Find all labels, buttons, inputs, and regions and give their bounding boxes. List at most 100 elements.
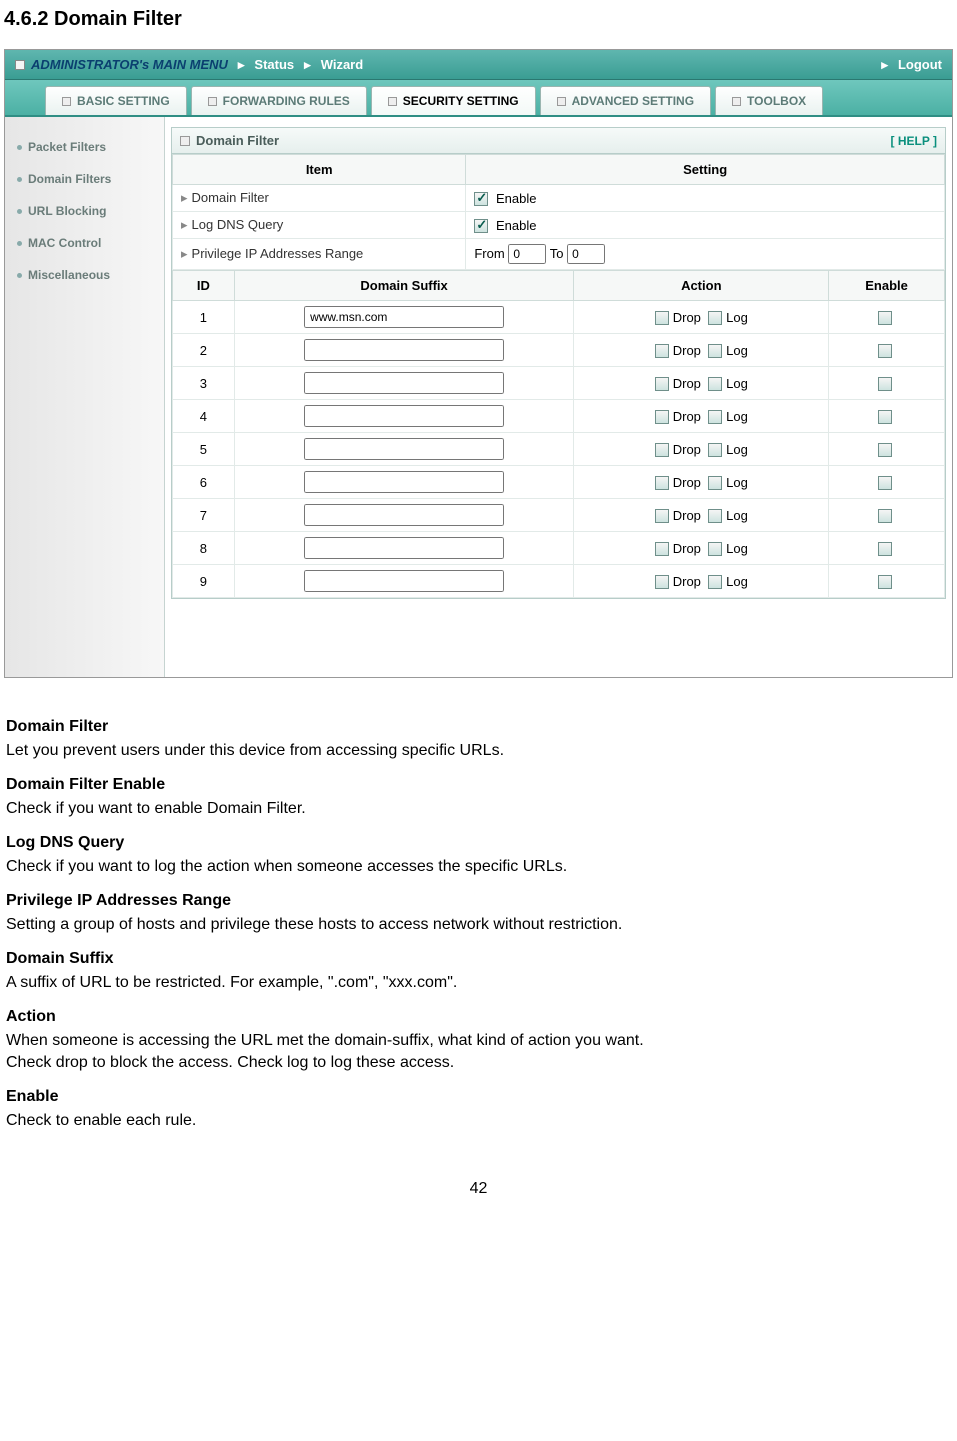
cell-domain-filter-enable: Enable	[466, 185, 945, 212]
arrow-icon: ▸	[181, 246, 188, 261]
drop-label: Drop	[673, 541, 701, 556]
tab-advanced-setting[interactable]: ADVANCED SETTING	[540, 86, 711, 115]
enable-checkbox[interactable]	[878, 542, 892, 556]
col-action: Action	[574, 271, 829, 301]
cell-action: Drop Log	[574, 301, 829, 334]
cell-id: 9	[173, 565, 235, 598]
definition-desc: Check if you want to enable Domain Filte…	[6, 800, 951, 818]
log-label: Log	[726, 442, 748, 457]
cell-action: Drop Log	[574, 466, 829, 499]
drop-checkbox[interactable]	[655, 476, 669, 490]
cell-enable	[829, 499, 945, 532]
to-label: To	[550, 246, 564, 261]
suffix-input[interactable]	[304, 537, 504, 559]
tab-icon	[388, 97, 397, 106]
enable-checkbox[interactable]	[878, 509, 892, 523]
drop-checkbox[interactable]	[655, 509, 669, 523]
help-link[interactable]: [ HELP ]	[891, 134, 937, 148]
enable-checkbox[interactable]	[878, 575, 892, 589]
col-id: ID	[173, 271, 235, 301]
drop-checkbox[interactable]	[655, 344, 669, 358]
tab-basic-setting[interactable]: BASIC SETTING	[45, 86, 187, 115]
suffix-input[interactable]	[304, 570, 504, 592]
drop-label: Drop	[673, 343, 701, 358]
enable-checkbox[interactable]	[878, 410, 892, 424]
menu-wizard[interactable]: Wizard	[321, 57, 364, 72]
cell-id: 1	[173, 301, 235, 334]
cell-enable	[829, 400, 945, 433]
table-row: 3Drop Log	[173, 367, 945, 400]
enable-checkbox[interactable]	[878, 311, 892, 325]
sidebar-item-mac-control[interactable]: MAC Control	[5, 227, 164, 259]
tab-label: ADVANCED SETTING	[572, 94, 694, 108]
arrow-icon: ▸	[181, 217, 188, 232]
cell-suffix	[234, 334, 574, 367]
cell-enable	[829, 532, 945, 565]
tab-icon	[732, 97, 741, 106]
suffix-input[interactable]	[304, 405, 504, 427]
enable-checkbox[interactable]	[878, 476, 892, 490]
page-number: 42	[0, 1180, 957, 1198]
definition-term: Action	[6, 1008, 951, 1026]
log-checkbox[interactable]	[708, 344, 722, 358]
sidebar-item-packet-filters[interactable]: Packet Filters	[5, 131, 164, 163]
log-checkbox[interactable]	[708, 311, 722, 325]
cell-id: 6	[173, 466, 235, 499]
log-checkbox[interactable]	[708, 410, 722, 424]
cell-action: Drop Log	[574, 499, 829, 532]
drop-label: Drop	[673, 376, 701, 391]
to-input[interactable]	[567, 244, 605, 264]
from-input[interactable]	[508, 244, 546, 264]
tab-security-setting[interactable]: SECURITY SETTING	[371, 86, 536, 115]
definition-term: Log DNS Query	[6, 834, 951, 852]
log-checkbox[interactable]	[708, 377, 722, 391]
suffix-input[interactable]	[304, 372, 504, 394]
log-label: Log	[726, 409, 748, 424]
separator-icon: ▸	[238, 57, 245, 73]
enable-checkbox[interactable]	[878, 443, 892, 457]
sidebar-item-domain-filters[interactable]: Domain Filters	[5, 163, 164, 195]
drop-checkbox[interactable]	[655, 575, 669, 589]
suffix-input[interactable]	[304, 339, 504, 361]
cell-suffix	[234, 433, 574, 466]
suffix-input[interactable]	[304, 438, 504, 460]
cell-id: 7	[173, 499, 235, 532]
log-checkbox[interactable]	[708, 476, 722, 490]
sidebar-item-miscellaneous[interactable]: Miscellaneous	[5, 259, 164, 291]
domain-filter-checkbox[interactable]	[474, 192, 488, 206]
drop-checkbox[interactable]	[655, 443, 669, 457]
sidebar-item-url-blocking[interactable]: URL Blocking	[5, 195, 164, 227]
menu-logout[interactable]: Logout	[898, 57, 942, 72]
sidebar-item-label: URL Blocking	[28, 204, 106, 218]
log-checkbox[interactable]	[708, 575, 722, 589]
log-label: Log	[726, 310, 748, 325]
definition-term: Privilege IP Addresses Range	[6, 892, 951, 910]
tab-forwarding-rules[interactable]: FORWARDING RULES	[191, 86, 367, 115]
tab-toolbox[interactable]: TOOLBOX	[715, 86, 823, 115]
drop-checkbox[interactable]	[655, 410, 669, 424]
suffix-input[interactable]	[304, 471, 504, 493]
drop-checkbox[interactable]	[655, 311, 669, 325]
enable-checkbox[interactable]	[878, 377, 892, 391]
doc-heading: 4.6.2 Domain Filter	[4, 8, 957, 31]
drop-checkbox[interactable]	[655, 377, 669, 391]
menu-status[interactable]: Status	[254, 57, 294, 72]
log-checkbox[interactable]	[708, 542, 722, 556]
suffix-input[interactable]	[304, 504, 504, 526]
suffix-input[interactable]	[304, 306, 504, 328]
sidebar-item-label: MAC Control	[28, 236, 101, 250]
rules-table: ID Domain Suffix Action Enable 1Drop Log…	[172, 270, 945, 598]
log-dns-checkbox[interactable]	[474, 219, 488, 233]
enable-checkbox[interactable]	[878, 344, 892, 358]
menu-icon	[15, 60, 25, 70]
topbar: ADMINISTRATOR's MAIN MENU ▸ Status ▸ Wiz…	[5, 50, 952, 80]
row-log-dns: ▸Log DNS Query	[173, 212, 466, 239]
drop-label: Drop	[673, 574, 701, 589]
log-label: Log	[726, 508, 748, 523]
checkbox-label: Enable	[496, 218, 536, 233]
log-checkbox[interactable]	[708, 443, 722, 457]
drop-checkbox[interactable]	[655, 542, 669, 556]
log-checkbox[interactable]	[708, 509, 722, 523]
definition-desc: Check to enable each rule.	[6, 1112, 951, 1130]
tab-icon	[557, 97, 566, 106]
